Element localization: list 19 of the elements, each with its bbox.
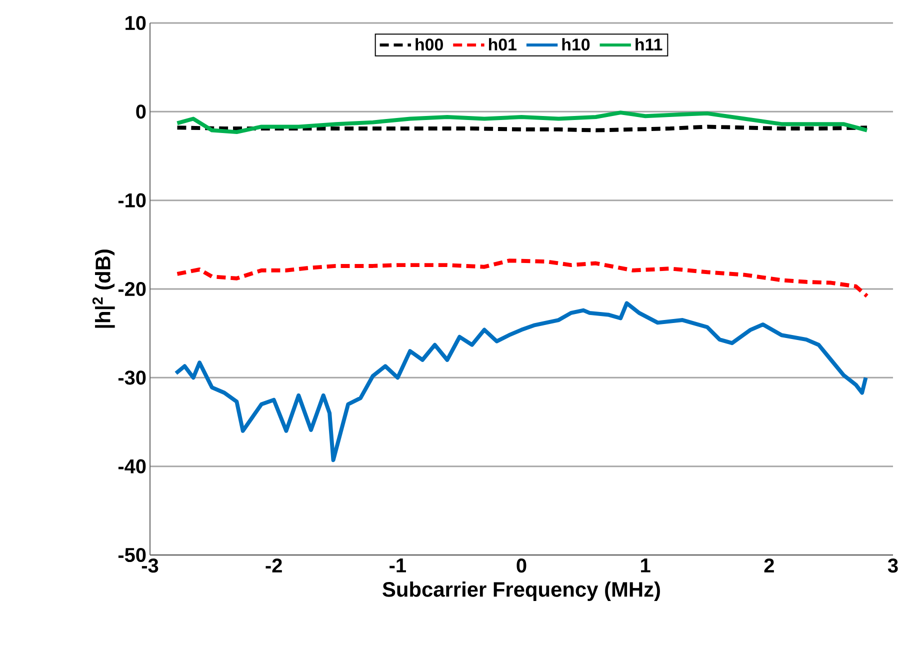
legend-label: h10 xyxy=(562,38,590,51)
x-tick-label: 1 xyxy=(641,558,650,572)
legend-label: h01 xyxy=(488,38,517,51)
y-tick-label: -40 xyxy=(118,459,146,474)
x-tick-label: 3 xyxy=(888,558,898,573)
x-tick-label: 0 xyxy=(516,558,526,573)
y-tick-label: -30 xyxy=(118,370,146,385)
y-tick-label: 0 xyxy=(136,104,146,119)
y-tick-label: -10 xyxy=(118,193,146,208)
x-tick-label: -2 xyxy=(266,558,282,572)
line-series xyxy=(175,258,869,298)
legend-label: h00 xyxy=(416,38,443,51)
x-tick-label: -1 xyxy=(390,558,406,572)
x-axis-title: Subcarrier Frequency (MHz) xyxy=(382,581,660,601)
legend-label: h11 xyxy=(636,38,662,50)
y-axis-title: |h|$^{2}$ (dB) xyxy=(92,250,115,328)
x-tick-label: 2 xyxy=(764,558,774,572)
y-tick-label: 10 xyxy=(126,16,146,30)
y-tick-label: -20 xyxy=(118,282,146,296)
